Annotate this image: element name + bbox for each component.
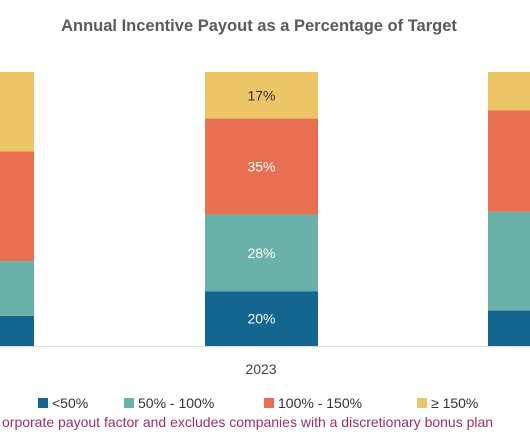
bar-segment-2023-series-1: [205, 214, 318, 292]
legend-swatch-1: [124, 398, 134, 408]
bar-segment-right-partial-series-3: [488, 72, 530, 111]
legend-label-3: ≥ 150%: [431, 395, 478, 411]
bar-segment-2023-series-3: [205, 72, 318, 119]
legend-label-0: <50%: [52, 395, 88, 411]
footnote: orporate payout factor and excludes comp…: [2, 414, 493, 430]
chart-title: Annual Incentive Payout as a Percentage …: [61, 17, 457, 35]
legend-swatch-2: [264, 398, 274, 408]
data-label-2023-series-3: 17%: [247, 87, 275, 103]
bar-segment-right-partial-series-2: [488, 110, 530, 212]
legend-label-2: 100% - 150%: [278, 395, 362, 411]
bars: [0, 72, 530, 346]
legend-swatch-0: [38, 398, 48, 408]
legend-swatch-3: [417, 398, 427, 408]
bar-segment-right-partial-series-1: [488, 211, 530, 311]
legend-label-1: 50% - 100%: [138, 395, 214, 411]
data-label-2023-series-1: 28%: [247, 245, 275, 261]
bar-segment-left-partial-series-0: [0, 315, 34, 346]
data-label-2023-series-0: 20%: [247, 311, 275, 327]
bar-segment-left-partial-series-2: [0, 151, 34, 262]
bar-segment-2023-series-0: [205, 291, 318, 346]
legend: <50% 50% - 100% 100% - 150% ≥ 150%: [38, 395, 478, 411]
data-labels: 20% 28% 35% 17%: [247, 87, 275, 326]
bar-segment-left-partial-series-1: [0, 261, 34, 316]
bar-segment-2023-series-2: [205, 118, 318, 215]
data-label-2023-series-2: 35%: [247, 159, 275, 175]
bar-segment-right-partial-series-0: [488, 310, 530, 346]
bar-segment-left-partial-series-3: [0, 72, 34, 152]
x-tick-label-2023: 2023: [245, 361, 276, 377]
